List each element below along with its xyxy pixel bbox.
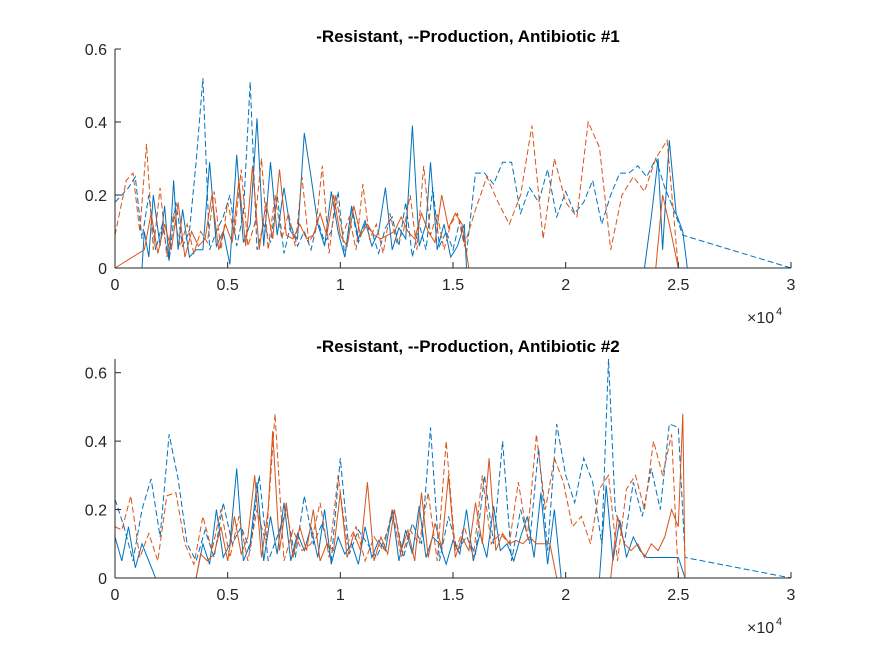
x-tick-label: 0 bbox=[111, 587, 120, 604]
y-tick-label: 0 bbox=[98, 261, 107, 278]
x-tick-label: 1.5 bbox=[442, 277, 464, 294]
y-tick-label: 0.4 bbox=[85, 115, 107, 132]
series-line-2-2 bbox=[114, 358, 792, 579]
x-exponent-power: 4 bbox=[776, 306, 782, 318]
chart-title: -Resistant, --Production, Antibiotic #1 bbox=[316, 27, 620, 46]
x-tick-label: 2 bbox=[561, 277, 570, 294]
x-tick-label: 1 bbox=[336, 277, 345, 294]
y-tick-label: 0 bbox=[98, 571, 107, 588]
x-tick-label: 2 bbox=[561, 587, 570, 604]
y-tick-label: 0.2 bbox=[85, 188, 107, 205]
x-exponent-power: 4 bbox=[776, 616, 782, 628]
y-tick-label: 0.4 bbox=[85, 434, 107, 451]
subplot-2: 0 0.5 1 1.5 2 2.5 3 0 0.2 0.4 0.6 ×10 4 -Resistant, -… bbox=[85, 337, 796, 637]
x-tick-label: 0.5 bbox=[217, 277, 239, 294]
series-line-2-1 bbox=[114, 468, 791, 579]
x-tick-label: 0.5 bbox=[217, 587, 239, 604]
x-exponent-label: ×10 bbox=[747, 620, 774, 637]
x-tick-label: 2.5 bbox=[667, 277, 689, 294]
chart-title: -Resistant, --Production, Antibiotic #2 bbox=[316, 337, 620, 356]
x-tick-label: 2.5 bbox=[667, 587, 689, 604]
x-tick-label: 1 bbox=[336, 587, 345, 604]
x-tick-label: 3 bbox=[787, 587, 796, 604]
series-line-2-4 bbox=[114, 413, 791, 579]
x-tick-label: 1.5 bbox=[442, 587, 464, 604]
series-line-1-2 bbox=[114, 78, 792, 269]
x-tick-label: 3 bbox=[787, 277, 796, 294]
x-exponent-label: ×10 bbox=[747, 310, 774, 327]
y-tick-label: 0.2 bbox=[85, 503, 107, 520]
subplot-1: 0 0.5 1 1.5 2 2.5 3 0 0.2 0.4 0.6 ×10 4 -Resistant, -… bbox=[85, 27, 796, 327]
y-tick-label: 0.6 bbox=[85, 366, 107, 383]
y-tick-label: 0.6 bbox=[85, 42, 107, 59]
series-line-2-3 bbox=[115, 413, 791, 579]
series-line-1-3 bbox=[114, 165, 791, 269]
x-tick-label: 0 bbox=[111, 277, 120, 294]
